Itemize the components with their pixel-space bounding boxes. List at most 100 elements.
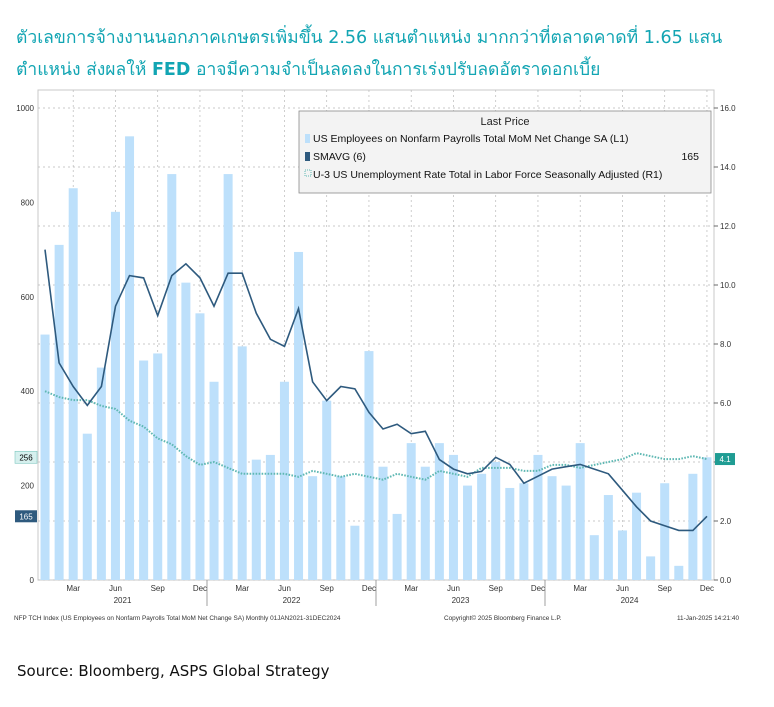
bar	[477, 473, 487, 580]
bar	[251, 459, 261, 580]
headline-fed: FED	[151, 60, 191, 80]
bar	[519, 483, 529, 580]
left-axis-tick-label: 200	[21, 482, 35, 491]
right-axis-tick-label: 2.0	[720, 517, 732, 526]
legend-swatch	[304, 169, 312, 177]
x-tick-label: Jun	[109, 584, 122, 593]
x-tick-label: Mar	[235, 584, 249, 593]
footer-copyright: Copyright© 2025 Bloomberg Finance L.P.	[444, 614, 562, 622]
bar-last-value-label: 256	[19, 453, 33, 462]
x-tick-label: Sep	[489, 584, 504, 593]
x-tick-label: Mar	[404, 584, 418, 593]
bar	[139, 360, 149, 580]
bar	[632, 492, 642, 580]
legend-entry: US Employees on Nonfarm Payrolls Total M…	[313, 133, 629, 145]
x-year-label: 2023	[452, 596, 470, 605]
bar	[434, 443, 444, 580]
headline-line-2: ตำแหน่ง ส่งผลให้ FED อาจมีความจำเป็นลดลง…	[16, 54, 761, 86]
unemp-last-value-tag	[715, 453, 735, 466]
legend-title: Last Price	[481, 116, 530, 128]
bar	[54, 244, 64, 580]
legend-box	[298, 110, 712, 194]
bar	[406, 443, 416, 580]
bar	[505, 487, 515, 580]
bar	[265, 454, 275, 580]
bar	[336, 476, 346, 580]
x-tick-label: Dec	[700, 584, 714, 593]
right-axis-tick-label: 10.0	[720, 281, 736, 290]
footer-index-label: NFP TCH Index (US Employees on Nonfarm P…	[14, 615, 341, 622]
left-axis-tick-label: 600	[21, 293, 35, 302]
bar	[195, 313, 205, 580]
bar	[674, 565, 684, 580]
right-axis-tick-label: 12.0	[720, 222, 736, 231]
right-axis-tick-label: 0.0	[720, 576, 732, 585]
footer-timestamp: 11-Jan-2025 14:21:40	[677, 615, 740, 622]
bar	[589, 535, 599, 580]
bar	[96, 367, 106, 580]
smavg-last-value-label: 165	[19, 512, 33, 521]
headline-line-2-prefix: ตำแหน่ง ส่งผลให้	[16, 60, 152, 80]
legend-entry: SMAVG (6)	[313, 151, 366, 163]
x-year-label: 2022	[283, 596, 301, 605]
smavg-line	[44, 249, 708, 532]
x-tick-label: Jun	[278, 584, 291, 593]
left-axis-tick-label: 400	[21, 387, 35, 396]
right-axis-tick-label: 14.0	[720, 163, 736, 172]
bar	[237, 346, 247, 580]
right-axis-tick-label: 8.0	[720, 340, 732, 349]
bar	[294, 251, 304, 580]
bar	[688, 473, 698, 580]
legend-entry-value: 165	[681, 151, 699, 163]
bar	[68, 188, 78, 580]
bar	[420, 466, 430, 580]
bar	[575, 443, 585, 580]
chart-area: 0.02.04.06.08.010.012.014.016.0020040060…	[12, 88, 740, 626]
bar	[364, 351, 374, 580]
x-tick-label: Sep	[658, 584, 673, 593]
bar	[350, 525, 360, 580]
x-tick-label: Dec	[362, 584, 376, 593]
bar	[40, 334, 50, 580]
bar	[646, 556, 656, 580]
left-axis-tick-label: 0	[30, 576, 35, 585]
unemp-last-value-label: 4.1	[719, 455, 731, 464]
bar	[279, 381, 289, 580]
unemployment-line	[44, 390, 708, 481]
x-tick-label: Mar	[66, 584, 80, 593]
bar	[110, 211, 120, 580]
bar	[463, 485, 473, 580]
bar	[308, 476, 318, 580]
bar	[392, 513, 402, 580]
smavg-last-value-tag	[15, 510, 37, 523]
bar	[209, 381, 219, 580]
x-year-label: 2024	[621, 596, 639, 605]
bar	[181, 282, 191, 580]
bar	[448, 454, 458, 580]
bar	[153, 353, 163, 580]
source-note: Source: Bloomberg, ASPS Global Strategy	[17, 662, 330, 680]
legend-entry: U-3 US Unemployment Rate Total in Labor …	[313, 169, 662, 181]
bar-last-value-tag	[14, 450, 38, 464]
x-tick-label: Dec	[193, 584, 207, 593]
bar	[378, 466, 388, 580]
x-tick-label: Jun	[447, 584, 460, 593]
bar	[547, 476, 557, 580]
bar	[617, 530, 627, 580]
bar	[125, 136, 135, 580]
x-tick-label: Jun	[616, 584, 629, 593]
bar	[660, 483, 670, 580]
bar	[533, 454, 543, 580]
bar	[322, 400, 332, 580]
legend-swatch	[305, 152, 310, 161]
left-axis-tick-label: 1000	[16, 104, 34, 113]
bar	[223, 174, 233, 580]
bar	[603, 495, 613, 580]
x-tick-label: Mar	[573, 584, 587, 593]
legend-swatch	[305, 134, 310, 143]
left-axis-tick-label: 800	[21, 198, 35, 207]
headline: ตัวเลขการจ้างงานนอกภาคเกษตรเพิ่มขึ้น 2.5…	[16, 22, 761, 86]
x-tick-label: Sep	[151, 584, 166, 593]
bar	[82, 433, 92, 580]
bar	[702, 457, 712, 580]
